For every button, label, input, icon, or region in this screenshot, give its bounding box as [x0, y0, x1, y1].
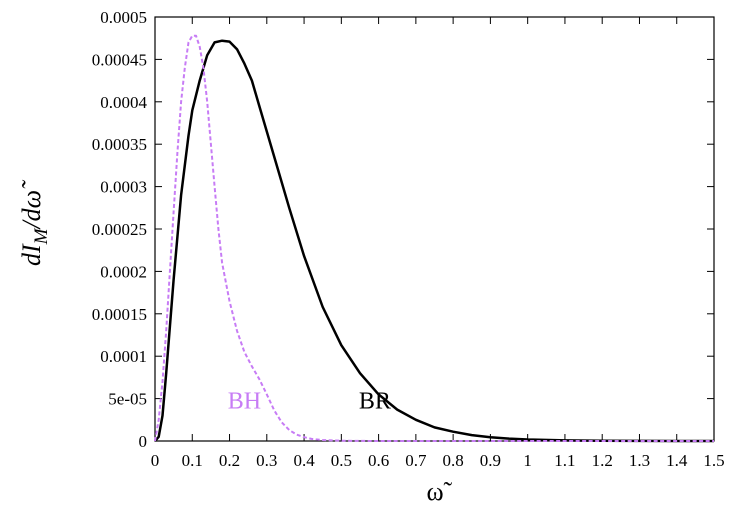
x-tick-label: 1.2 — [592, 451, 613, 470]
x-tick-label: 0.5 — [331, 451, 352, 470]
x-tick-label: 1.4 — [666, 451, 688, 470]
y-tick-label: 0.0003 — [100, 178, 147, 197]
x-tick-label: 1.1 — [554, 451, 575, 470]
x-tick-label: 1.5 — [703, 451, 724, 470]
y-axis-title-sub: M — [31, 227, 52, 245]
series-line-bh — [154, 34, 714, 442]
plot-frame — [154, 16, 715, 442]
y-tick-label: 0 — [139, 432, 148, 451]
x-tick-label: 0.4 — [293, 451, 315, 470]
series-line-br — [154, 39, 714, 443]
x-axis-title: ω̃ — [426, 477, 452, 506]
y-tick-label: 0.00045 — [92, 50, 147, 69]
plot-layer: 0 0.1 0.2 0.3 0.4 0.5 0.6 0.7 0.8 0.9 1 1.1 1.2 1.3 1.… — [92, 8, 725, 470]
y-tick-label: 0.0001 — [100, 347, 147, 366]
x-tick-label: 0.1 — [182, 451, 203, 470]
y-axis-title-tail: /dω̃ — [17, 179, 46, 231]
y-axis-title-main: dI — [17, 243, 46, 266]
y-axis-title: dIM/dω̃ — [17, 179, 52, 266]
series-label-br: BR — [359, 388, 391, 414]
x-tick-label: 0.9 — [480, 451, 501, 470]
x-tick-label: 1.3 — [629, 451, 650, 470]
x-tick-label: 0.8 — [443, 451, 464, 470]
y-tick-label: 0.00035 — [92, 135, 147, 154]
y-tick-label: 0.0002 — [100, 262, 147, 281]
x-tick-label: 1 — [523, 451, 532, 470]
x-tick-label: 0.7 — [405, 451, 427, 470]
x-tick-label: 0.6 — [368, 451, 389, 470]
x-tick-label: 0.3 — [256, 451, 277, 470]
x-tick-label: 0 — [151, 451, 160, 470]
series-label-bh: BH — [228, 388, 261, 414]
y-tick-label: 0.0005 — [100, 8, 147, 27]
x-tick-label: 0.2 — [219, 451, 240, 470]
y-tick-label: 0.00025 — [92, 220, 147, 239]
y-tick-label: 5e-05 — [108, 390, 147, 409]
y-tick-label: 0.00015 — [92, 305, 147, 324]
y-tick-label: 0.0004 — [100, 93, 147, 112]
